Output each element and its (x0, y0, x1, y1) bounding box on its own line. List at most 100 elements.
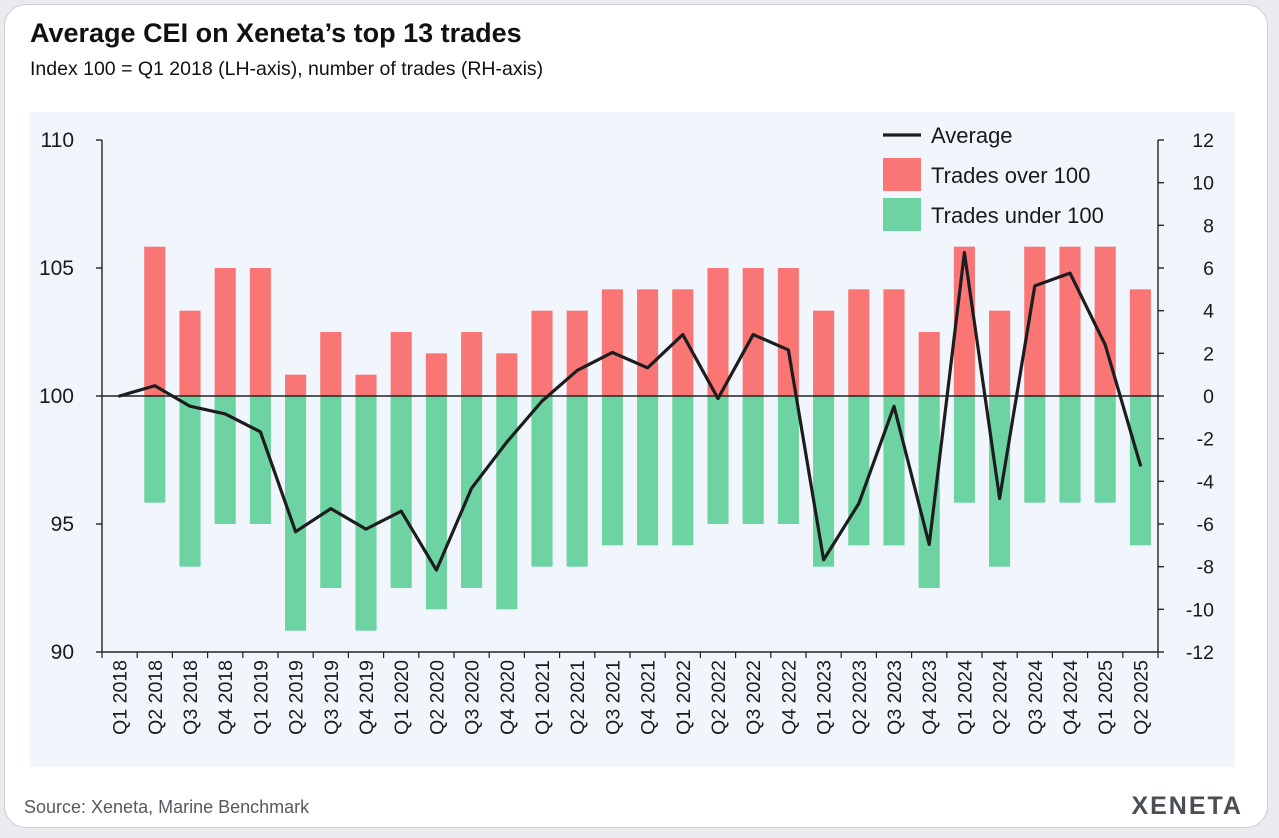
bar-over-100 (320, 332, 342, 396)
bar-over-100 (601, 289, 623, 396)
left-axis-tick-label: 90 (51, 641, 74, 664)
x-axis-tick-label: Q3 2018 (180, 660, 202, 735)
bar-under-100 (918, 396, 940, 588)
x-axis-tick-label: Q3 2023 (884, 660, 906, 735)
x-axis-tick-label: Q4 2023 (919, 660, 941, 735)
x-axis-tick-label: Q4 2018 (215, 660, 237, 735)
right-axis-tick-label: 8 (1203, 215, 1214, 237)
xeneta-logo: XENETA (1131, 792, 1243, 820)
right-axis-tick-label: -4 (1197, 471, 1214, 493)
x-axis-tick-label: Q4 2024 (1060, 660, 1082, 735)
bar-under-100 (848, 396, 870, 546)
bar-under-100 (672, 396, 694, 546)
legend-over-swatch (883, 158, 921, 191)
bar-under-100 (707, 396, 729, 524)
x-axis-tick-label: Q4 2020 (497, 660, 519, 735)
bar-under-100 (742, 396, 764, 524)
bar-over-100 (813, 310, 835, 396)
bar-over-100 (707, 268, 729, 396)
source-note: Source: Xeneta, Marine Benchmark (24, 797, 310, 817)
x-axis-tick-label: Q2 2024 (990, 660, 1012, 735)
bar-over-100 (918, 332, 940, 396)
x-axis-tick-label: Q4 2022 (778, 660, 800, 735)
bar-under-100 (989, 396, 1011, 567)
bar-under-100 (637, 396, 659, 546)
bar-over-100 (496, 353, 518, 396)
right-axis-tick-label: -12 (1186, 642, 1214, 664)
bar-over-100 (285, 374, 307, 396)
bar-under-100 (1094, 396, 1116, 503)
bar-over-100 (1129, 289, 1151, 396)
x-axis-tick-label: Q2 2019 (286, 660, 308, 735)
bar-under-100 (249, 396, 271, 524)
right-axis-tick-label: -6 (1197, 514, 1214, 536)
right-axis-tick-label: 2 (1203, 343, 1214, 365)
right-axis-tick-label: -10 (1186, 599, 1214, 621)
x-axis-tick-label: Q2 2020 (426, 660, 448, 735)
bar-over-100 (461, 332, 483, 396)
right-axis-tick-label: 12 (1192, 130, 1214, 152)
bar-under-100 (285, 396, 307, 631)
bar-under-100 (390, 396, 412, 588)
x-axis-tick-label: Q1 2023 (814, 660, 836, 735)
left-axis-tick-label: 110 (41, 129, 74, 152)
bar-under-100 (1059, 396, 1081, 503)
bar-under-100 (953, 396, 975, 503)
x-axis-tick-label: Q1 2019 (250, 660, 272, 735)
bar-over-100 (742, 268, 764, 396)
bar-under-100 (813, 396, 835, 567)
bar-under-100 (179, 396, 201, 567)
legend-average-label: Average (931, 123, 1013, 148)
x-axis-tick-label: Q2 2022 (708, 660, 730, 735)
left-axis-tick-label: 100 (39, 385, 74, 408)
bar-over-100 (848, 289, 870, 396)
right-axis-tick-label: 6 (1203, 258, 1214, 280)
bar-over-100 (179, 310, 201, 396)
right-axis-tick-label: 0 (1203, 386, 1214, 408)
bar-under-100 (144, 396, 166, 503)
average-line (117, 251, 1143, 572)
x-axis-tick-label: Q3 2019 (321, 660, 343, 735)
x-axis-tick-label: Q1 2018 (110, 660, 132, 735)
x-axis-tick-label: Q1 2025 (1095, 660, 1117, 735)
bar-over-100 (566, 310, 588, 396)
bar-under-100 (777, 396, 799, 524)
x-axis-tick-label: Q3 2020 (462, 660, 484, 735)
bar-under-100 (601, 396, 623, 546)
legend-under-swatch (883, 198, 921, 231)
bar-over-100 (883, 289, 905, 396)
bar-over-100 (531, 310, 553, 396)
bar-over-100 (249, 268, 271, 396)
legend-over-label: Trades over 100 (931, 163, 1090, 188)
bar-over-100 (637, 289, 659, 396)
bar-over-100 (1059, 246, 1081, 396)
bar-under-100 (566, 396, 588, 567)
x-axis-tick-label: Q4 2019 (356, 660, 378, 735)
bar-under-100 (214, 396, 236, 524)
x-axis-tick-label: Q1 2020 (391, 660, 413, 735)
x-axis-tick-label: Q2 2018 (145, 660, 167, 735)
legend-under-label: Trades under 100 (931, 203, 1104, 228)
bar-under-100 (320, 396, 342, 588)
x-axis-tick-label: Q1 2022 (673, 660, 695, 735)
right-axis-tick-label: -2 (1197, 429, 1214, 451)
right-axis-tick-label: -8 (1197, 557, 1214, 579)
x-axis-tick-label: Q2 2023 (849, 660, 871, 735)
right-axis-tick-label: 10 (1192, 173, 1214, 195)
x-axis-tick-label: Q3 2022 (743, 660, 765, 735)
right-axis-tick-label: 4 (1203, 301, 1214, 323)
x-axis-tick-label: Q2 2025 (1130, 660, 1152, 735)
chart-title: Average CEI on Xeneta’s top 13 trades (30, 18, 522, 48)
chart-subtitle: Index 100 = Q1 2018 (LH-axis), number of… (30, 58, 544, 80)
bar-over-100 (989, 310, 1011, 396)
x-axis-tick-label: Q3 2024 (1025, 660, 1047, 735)
bar-over-100 (355, 374, 377, 396)
x-axis-tick-label: Q3 2021 (602, 660, 624, 735)
bar-under-100 (1129, 396, 1151, 546)
bar-under-100 (1024, 396, 1046, 503)
bar-over-100 (777, 268, 799, 396)
left-axis-tick-label: 105 (39, 257, 74, 280)
bar-under-100 (496, 396, 518, 610)
left-axis-tick-label: 95 (51, 513, 74, 536)
